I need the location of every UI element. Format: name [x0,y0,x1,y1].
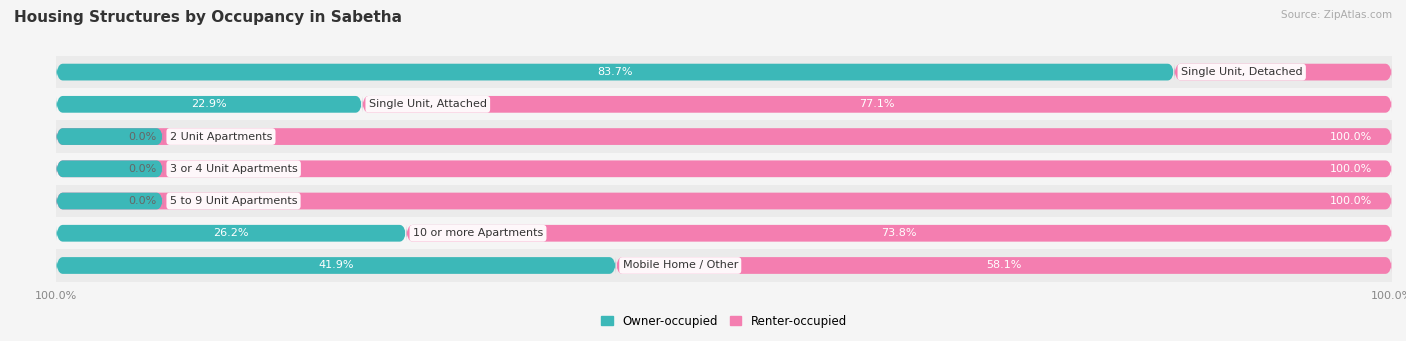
FancyBboxPatch shape [56,96,363,113]
Text: Housing Structures by Occupancy in Sabetha: Housing Structures by Occupancy in Sabet… [14,10,402,25]
FancyBboxPatch shape [56,225,406,242]
Bar [56,56,1392,88]
Text: 73.8%: 73.8% [882,228,917,238]
Legend: Owner-occupied, Renter-occupied: Owner-occupied, Renter-occupied [596,310,852,332]
FancyBboxPatch shape [56,128,1392,145]
Text: Mobile Home / Other: Mobile Home / Other [623,261,738,270]
Text: 100.0%: 100.0% [1330,196,1372,206]
Text: 83.7%: 83.7% [598,67,633,77]
FancyBboxPatch shape [56,193,163,209]
FancyBboxPatch shape [406,225,1392,242]
FancyBboxPatch shape [56,160,163,177]
Text: Single Unit, Attached: Single Unit, Attached [368,99,486,109]
Text: 5 to 9 Unit Apartments: 5 to 9 Unit Apartments [170,196,297,206]
Text: 58.1%: 58.1% [986,261,1022,270]
Text: 77.1%: 77.1% [859,99,894,109]
FancyBboxPatch shape [363,96,1392,113]
Text: 10 or more Apartments: 10 or more Apartments [413,228,543,238]
Text: 41.9%: 41.9% [318,261,354,270]
Text: 3 or 4 Unit Apartments: 3 or 4 Unit Apartments [170,164,298,174]
FancyBboxPatch shape [56,128,163,145]
Bar [56,153,1392,185]
Text: 0.0%: 0.0% [128,196,156,206]
Text: 100.0%: 100.0% [1330,164,1372,174]
Bar [56,217,1392,249]
Bar [56,120,1392,153]
Text: 26.2%: 26.2% [214,228,249,238]
Text: 0.0%: 0.0% [128,164,156,174]
FancyBboxPatch shape [56,160,1392,177]
Bar [56,249,1392,282]
FancyBboxPatch shape [56,64,1174,80]
Text: 100.0%: 100.0% [1330,132,1372,142]
Text: Single Unit, Detached: Single Unit, Detached [1181,67,1302,77]
Bar [56,88,1392,120]
Bar [56,185,1392,217]
Text: 22.9%: 22.9% [191,99,226,109]
Text: 0.0%: 0.0% [128,132,156,142]
FancyBboxPatch shape [56,193,1392,209]
FancyBboxPatch shape [56,257,616,274]
Text: Source: ZipAtlas.com: Source: ZipAtlas.com [1281,10,1392,20]
FancyBboxPatch shape [616,257,1392,274]
FancyBboxPatch shape [1174,64,1392,80]
Text: 2 Unit Apartments: 2 Unit Apartments [170,132,273,142]
